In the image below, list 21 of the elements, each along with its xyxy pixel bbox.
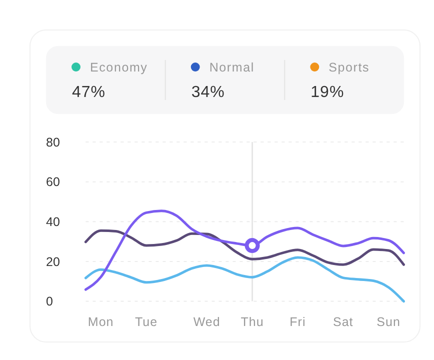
x-tick-label: Fri — [290, 315, 306, 329]
category-label: Sports — [328, 60, 370, 74]
x-tick-label: Sun — [376, 315, 400, 329]
y-tick-label: 20 — [46, 254, 60, 269]
y-tick-label: 80 — [46, 135, 60, 150]
x-tick-label: Thu — [240, 315, 264, 329]
x-tick-label: Sat — [332, 315, 354, 329]
y-tick-label: 0 — [46, 294, 53, 309]
data-label: 19% — [310, 84, 344, 101]
y-tick-label: 60 — [46, 175, 60, 190]
line-series — [84, 229, 405, 266]
x-tick-label: Mon — [88, 315, 114, 329]
data-label: 47% — [72, 84, 106, 101]
category-label: Normal — [209, 60, 254, 74]
x-tick-label: Tue — [134, 315, 158, 329]
x-tick-label: Wed — [193, 315, 220, 329]
line-series — [84, 256, 405, 303]
y-tick-label: 40 — [46, 215, 60, 230]
data-label: 34% — [191, 84, 225, 101]
category-label: Economy — [90, 60, 148, 74]
line-series — [84, 210, 405, 291]
